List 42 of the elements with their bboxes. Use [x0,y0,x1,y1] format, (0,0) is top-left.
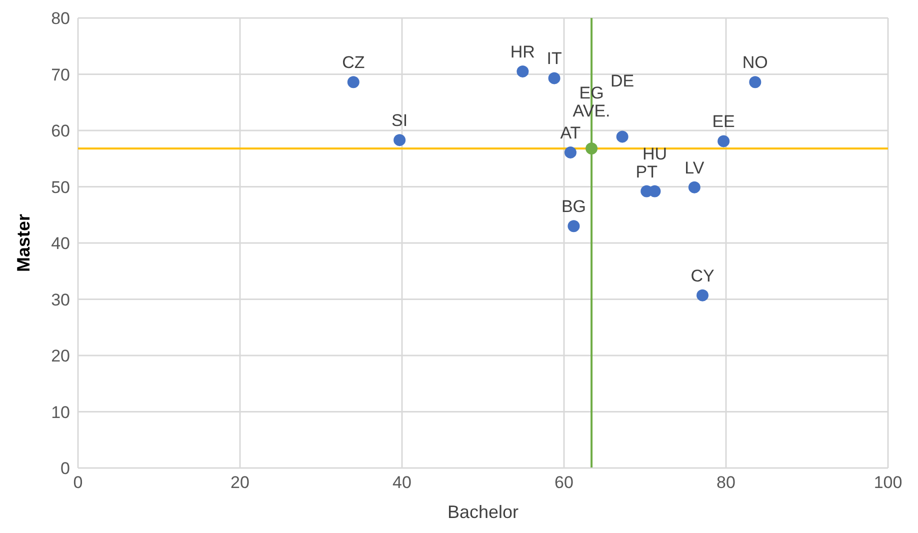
y-tick-label: 50 [51,178,70,197]
annotation: HU [642,144,667,164]
annotation: SI [392,111,408,130]
y-tick-label: 20 [51,346,70,366]
point [586,142,598,154]
point [718,135,730,148]
y-tick-label: 60 [51,122,70,141]
annotation: CZ [342,53,365,72]
y-tick-label: 30 [51,290,70,310]
x-tick-label: 0 [73,473,83,492]
point [616,130,628,143]
point [688,181,700,194]
point [394,134,406,146]
annotation: PT [636,162,658,182]
y-tick-label: 0 [60,459,70,478]
annotation: NO [742,53,768,72]
y-tick-label: 70 [51,65,70,84]
y-tick-label: 10 [51,402,70,422]
y-axis-title: Master [13,214,34,272]
x-tick-label: 40 [392,473,412,492]
annotation: IT [546,49,562,68]
x-axis-title: Bachelor [447,502,519,522]
annotation: BG [561,197,586,216]
x-tick-label: 60 [554,473,574,492]
x-tick-label: 100 [874,473,902,492]
point [564,146,576,158]
point [568,220,580,232]
point [696,289,709,302]
point [749,76,762,88]
annotation: HR [510,42,535,62]
annotation: LV [684,158,705,178]
x-tick-label: 20 [230,473,250,492]
annotation: DE [610,72,634,91]
point [347,76,360,88]
y-tick-label: 40 [51,234,70,254]
point [516,65,529,78]
y-tick-label: 80 [51,9,70,28]
x-tick-label: 80 [716,473,736,492]
annotation: CY [690,266,714,286]
annotation: EE [712,112,735,132]
point [548,72,560,84]
annotation: AT [560,123,581,142]
